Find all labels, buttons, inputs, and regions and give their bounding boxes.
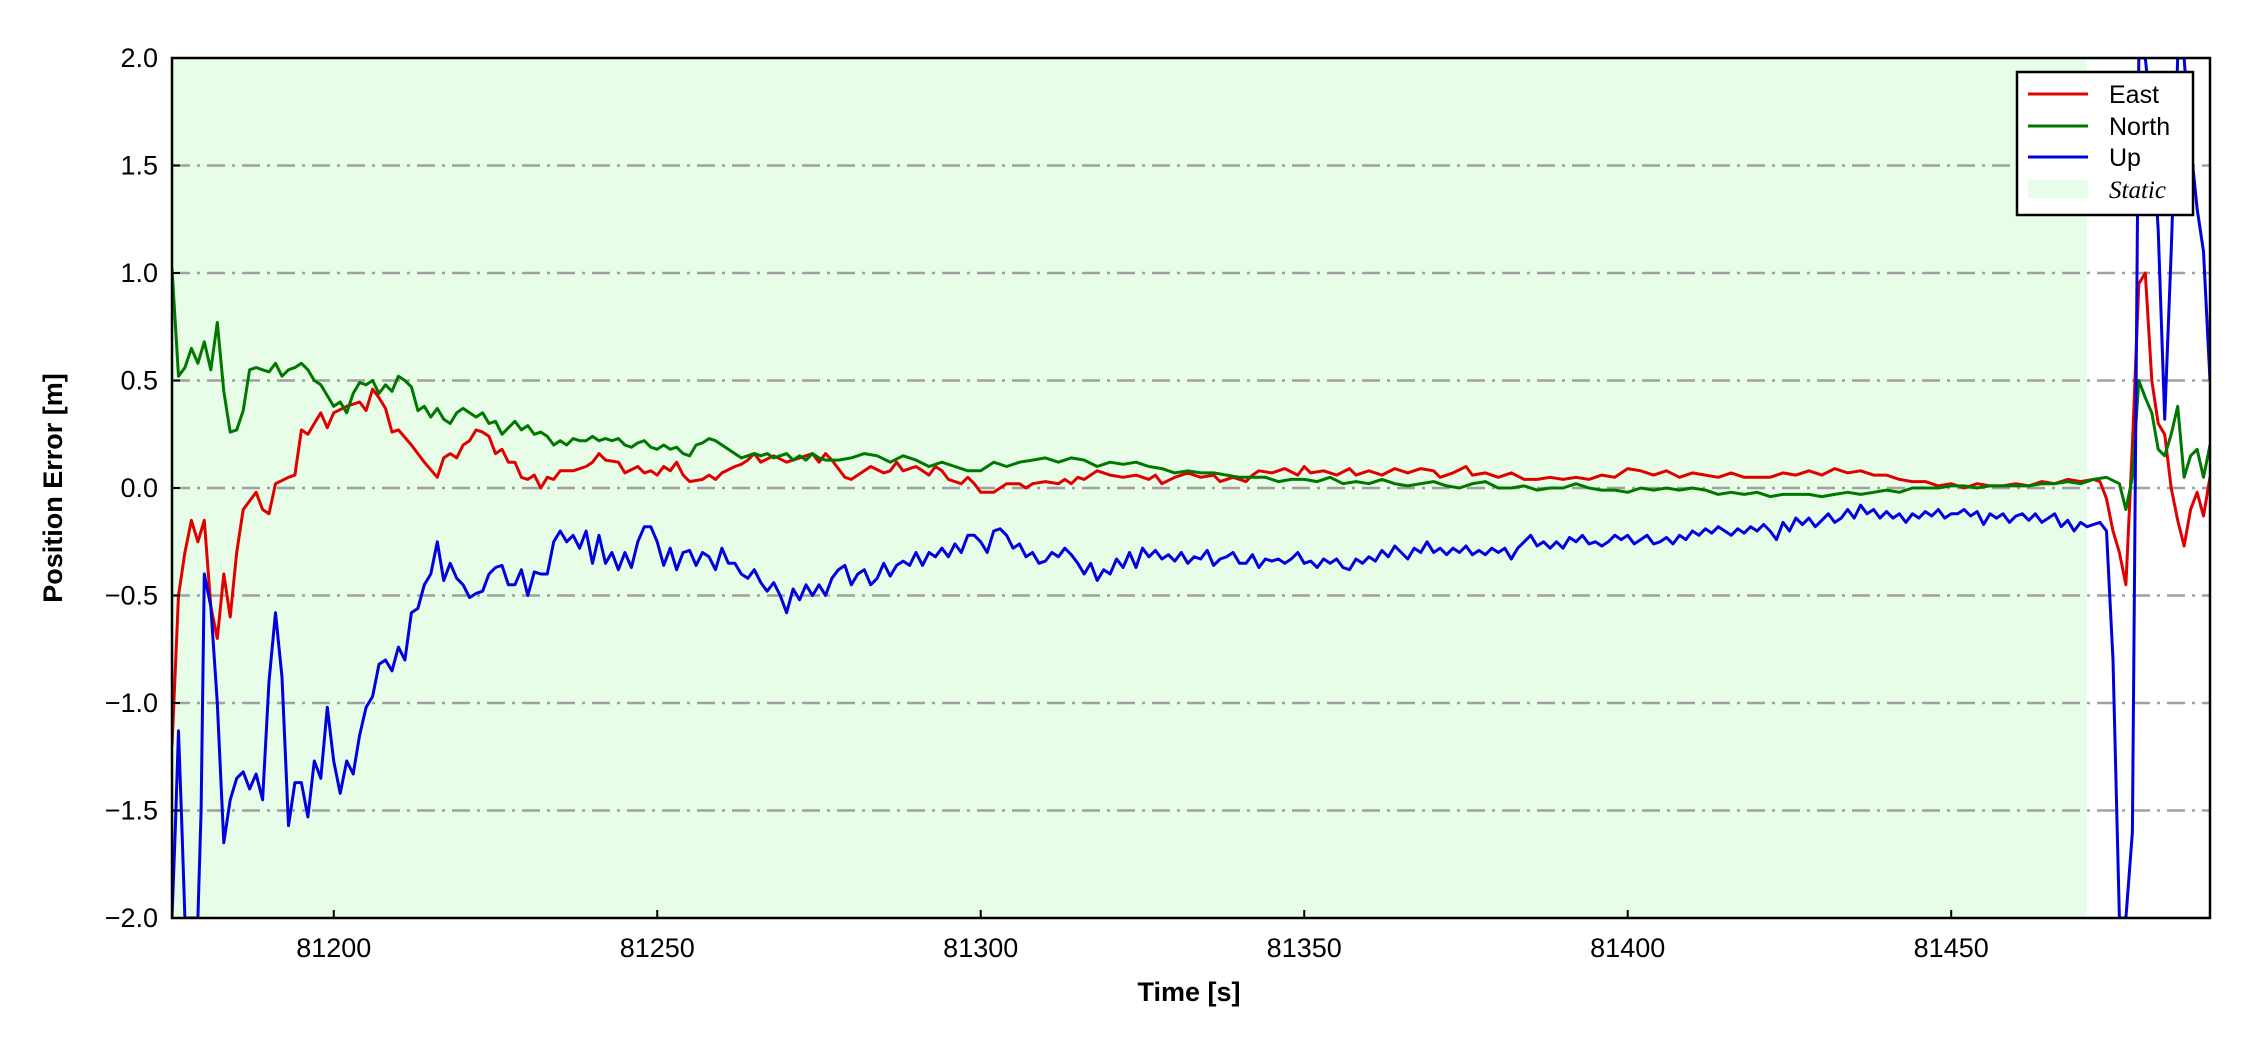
x-tick-label: 81450 — [1914, 933, 1989, 963]
y-tick-label: −0.5 — [105, 581, 158, 611]
series-line-up — [172, 58, 2210, 918]
y-tick-label: 0.5 — [120, 366, 158, 396]
x-tick-label: 81250 — [620, 933, 695, 963]
y-tick-label: 1.5 — [120, 151, 158, 181]
y-tick-label: 0.0 — [120, 473, 158, 503]
x-tick-label: 81300 — [943, 933, 1018, 963]
legend-label-north: North — [2109, 113, 2170, 141]
y-tick-label: −1.5 — [105, 796, 158, 826]
legend-swatch-static — [2028, 180, 2088, 198]
x-axis-title: Time [s] — [1137, 977, 1240, 1007]
x-ticks: 81200 81250 81300 81350 81400 81450 — [296, 910, 1989, 963]
x-tick-label: 81200 — [296, 933, 371, 963]
series-line-north — [172, 268, 2210, 511]
y-ticks: −2.0 −1.5 −1.0 −0.5 0.0 0.5 1.0 1.5 2.0 — [105, 43, 180, 933]
legend: East North Up Static — [2015, 70, 2195, 217]
y-tick-label: 1.0 — [120, 258, 158, 288]
x-tick-label: 81400 — [1590, 933, 1665, 963]
y-tick-label: −1.0 — [105, 688, 158, 718]
legend-label-up: Up — [2109, 144, 2141, 172]
legend-label-static: Static — [2109, 177, 2166, 204]
x-tick-label: 81350 — [1267, 933, 1342, 963]
y-tick-label: 2.0 — [120, 43, 158, 73]
series-lines — [172, 58, 2210, 918]
y-tick-label: −2.0 — [105, 903, 158, 933]
series-line-east — [172, 271, 2210, 747]
y-axis-title: Position Error [m] — [38, 373, 68, 603]
grid-lines — [172, 164, 2210, 812]
legend-label-east: East — [2109, 81, 2159, 109]
